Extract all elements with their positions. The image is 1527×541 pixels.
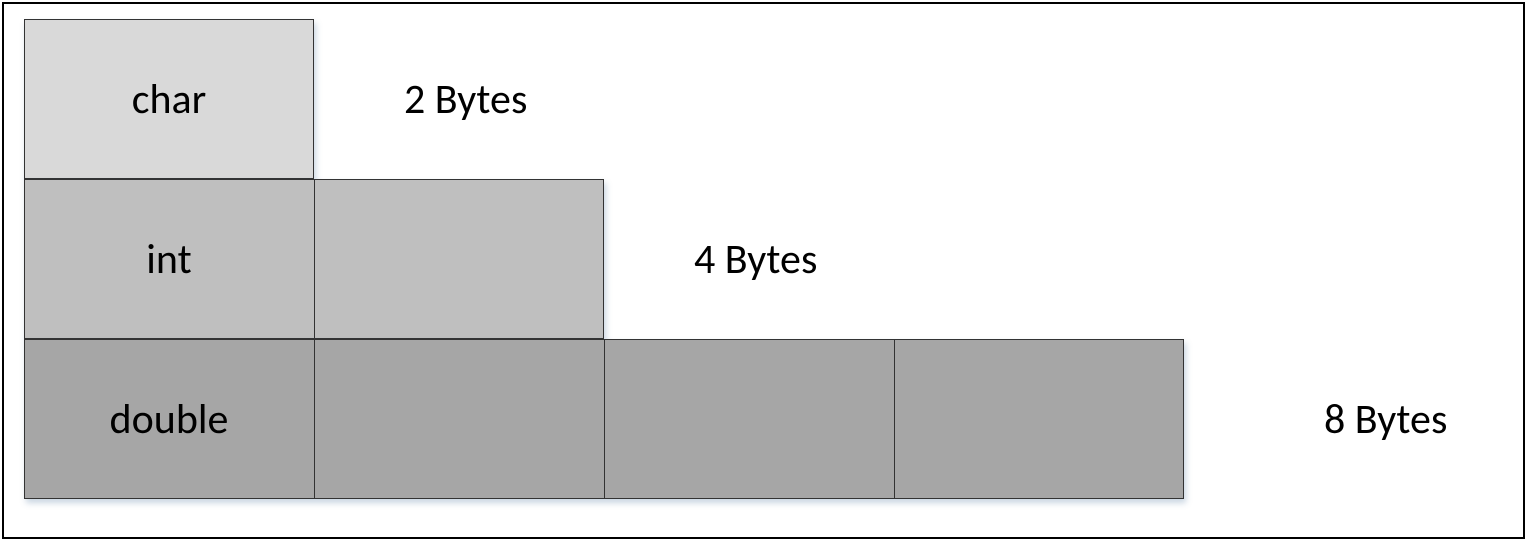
row-double: double 8 Bytes: [24, 339, 1527, 499]
size-label-double: 8 Bytes: [1324, 339, 1447, 499]
divider-double-1: [314, 339, 315, 499]
row-int: int 4 Bytes: [24, 179, 1527, 339]
type-label-char: char: [24, 19, 314, 179]
row-char: char 2 Bytes: [24, 19, 1527, 179]
type-label-double: double: [24, 339, 314, 499]
divider-double-3: [894, 339, 895, 499]
size-label-int: 4 Bytes: [694, 179, 817, 339]
divider-double-2: [604, 339, 605, 499]
divider-int-1: [314, 179, 315, 339]
type-label-int: int: [24, 179, 314, 339]
diagram-container: char 2 Bytes int 4 Bytes double 8 Bytes: [2, 2, 1525, 539]
size-label-char: 2 Bytes: [404, 19, 527, 179]
